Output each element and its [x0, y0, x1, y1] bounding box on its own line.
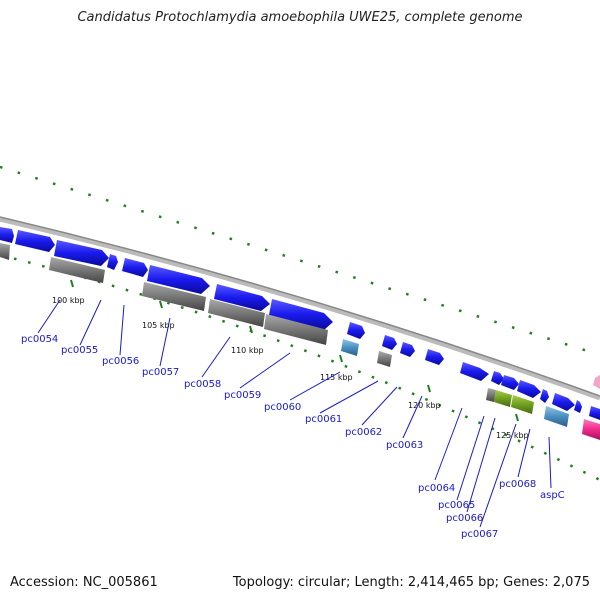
cds-block-olive — [494, 390, 512, 407]
cds-block-light — [544, 406, 569, 427]
gene-label-pc0067[interactable]: pc0067 — [461, 529, 498, 540]
accession-text: Accession: NC_005861 — [10, 575, 158, 590]
cds-arrow — [54, 240, 109, 266]
cds-arrow — [574, 400, 582, 413]
gene-label-pc0055[interactable]: pc0055 — [61, 345, 98, 356]
cds-arrow — [491, 371, 504, 385]
cds-block-gray — [486, 388, 496, 402]
cds-arrow — [425, 349, 444, 365]
gene-label-pc0066[interactable]: pc0066 — [446, 513, 483, 524]
label-leader-lines — [37, 299, 552, 528]
tick-label-120: 120 kbp — [408, 401, 441, 410]
cds-arrow — [147, 265, 210, 294]
tick-label-110: 110 kbp — [231, 346, 264, 355]
genome-summary-text: Topology: circular; Length: 2,414,465 bp… — [232, 575, 590, 590]
cds-arrow — [122, 258, 148, 277]
gene-label-pc0063[interactable]: pc0063 — [386, 440, 423, 451]
gene-label-aspC[interactable]: aspC — [540, 490, 565, 501]
cds-arrow — [540, 389, 549, 403]
gene-label-pc0057[interactable]: pc0057 — [142, 367, 179, 378]
gene-label-pc0058[interactable]: pc0058 — [184, 379, 221, 390]
cds-arrow — [400, 342, 415, 357]
cds-arrow — [269, 299, 333, 330]
map-title: Candidatus Protochlamydia amoebophila UW… — [77, 10, 523, 25]
cds-arrow — [214, 284, 270, 311]
gene-label-pc0065[interactable]: pc0065 — [438, 500, 475, 511]
gene-label-pc0054[interactable]: pc0054 — [21, 334, 58, 345]
cds-block-gray — [208, 299, 265, 327]
forward-cds-track — [0, 227, 600, 420]
tick-label-115: 115 kbp — [320, 373, 353, 382]
cds-arrow — [0, 227, 14, 243]
cds-block-gray — [264, 314, 328, 345]
cds-arrow — [501, 375, 519, 390]
scale-ticks — [70, 279, 519, 422]
cds-arrow — [517, 380, 541, 398]
cds-arrow — [15, 230, 55, 252]
cds-block-magenta — [582, 419, 600, 440]
gene-label-pc0059[interactable]: pc0059 — [224, 390, 261, 401]
reverse-cds-track — [0, 243, 600, 440]
cds-arrow — [382, 335, 397, 350]
cds-block-gray — [142, 282, 206, 311]
cds-arrow — [552, 393, 575, 411]
tick-label-105: 105 kbp — [142, 321, 175, 330]
cds-arrow — [347, 322, 365, 339]
gene-label-pc0061[interactable]: pc0061 — [305, 414, 342, 425]
gene-label-pc0064[interactable]: pc0064 — [418, 483, 455, 494]
gene-label-pc0060[interactable]: pc0060 — [264, 402, 301, 413]
cds-arrow — [589, 406, 600, 420]
cds-block-gray — [0, 243, 10, 260]
cds-block-olive — [511, 395, 534, 414]
cds-block-gray — [377, 351, 392, 367]
genome-backbone — [0, 216, 600, 401]
cds-arrow — [460, 362, 489, 381]
gene-label-pc0062[interactable]: pc0062 — [345, 427, 382, 438]
cds-block-gray — [49, 257, 105, 283]
cds-arrow — [107, 254, 118, 270]
cds-block-light — [341, 339, 359, 356]
tick-label-100: 100 kbp — [52, 296, 85, 305]
pink-arrow — [593, 375, 600, 389]
gene-label-pc0068[interactable]: pc0068 — [499, 479, 536, 490]
gene-label-pc0056[interactable]: pc0056 — [102, 356, 139, 367]
